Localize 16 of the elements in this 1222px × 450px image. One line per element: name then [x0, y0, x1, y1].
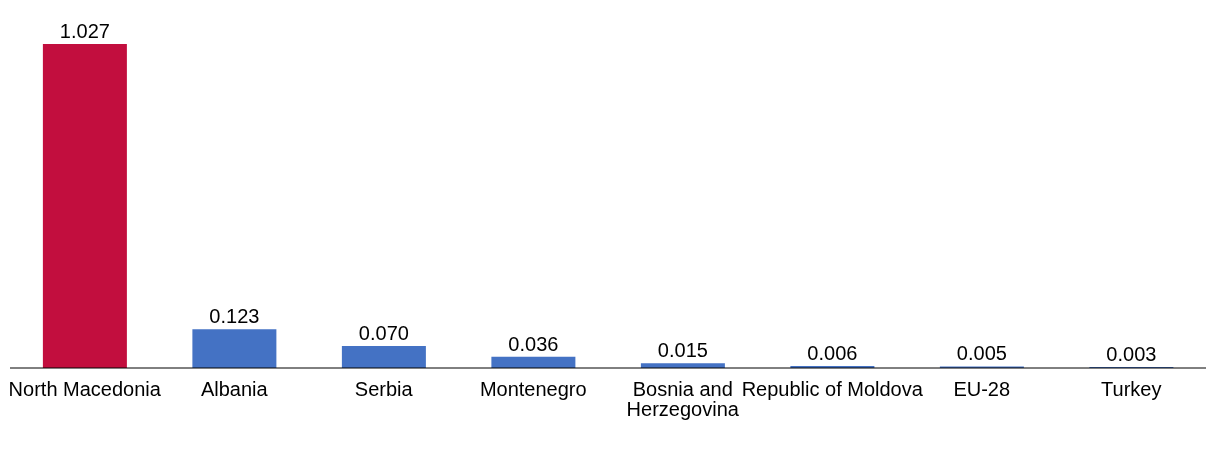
x-tick-label: Albania	[200, 378, 269, 401]
x-tick-label: Bosnia and Herzegovina	[626, 378, 740, 421]
data-label: 0.005	[956, 342, 1007, 365]
data-label: 0.036	[508, 332, 559, 355]
data-label: 0.123	[209, 305, 260, 328]
data-label: 0.015	[657, 339, 708, 362]
x-tick-label: Montenegro	[479, 378, 587, 401]
data-label: 0.070	[358, 321, 409, 344]
data-label: 0.003	[1106, 343, 1157, 366]
x-tick-label: Turkey	[1101, 378, 1162, 401]
x-tick-label: Republic of Moldova	[741, 378, 924, 401]
x-tick-label: North Macedonia	[8, 378, 162, 401]
x-tick-label: EU-28	[953, 378, 1011, 401]
data-label: 1.027	[59, 20, 110, 42]
x-tick-label: Serbia	[354, 378, 414, 401]
data-label: 0.006	[807, 342, 858, 365]
